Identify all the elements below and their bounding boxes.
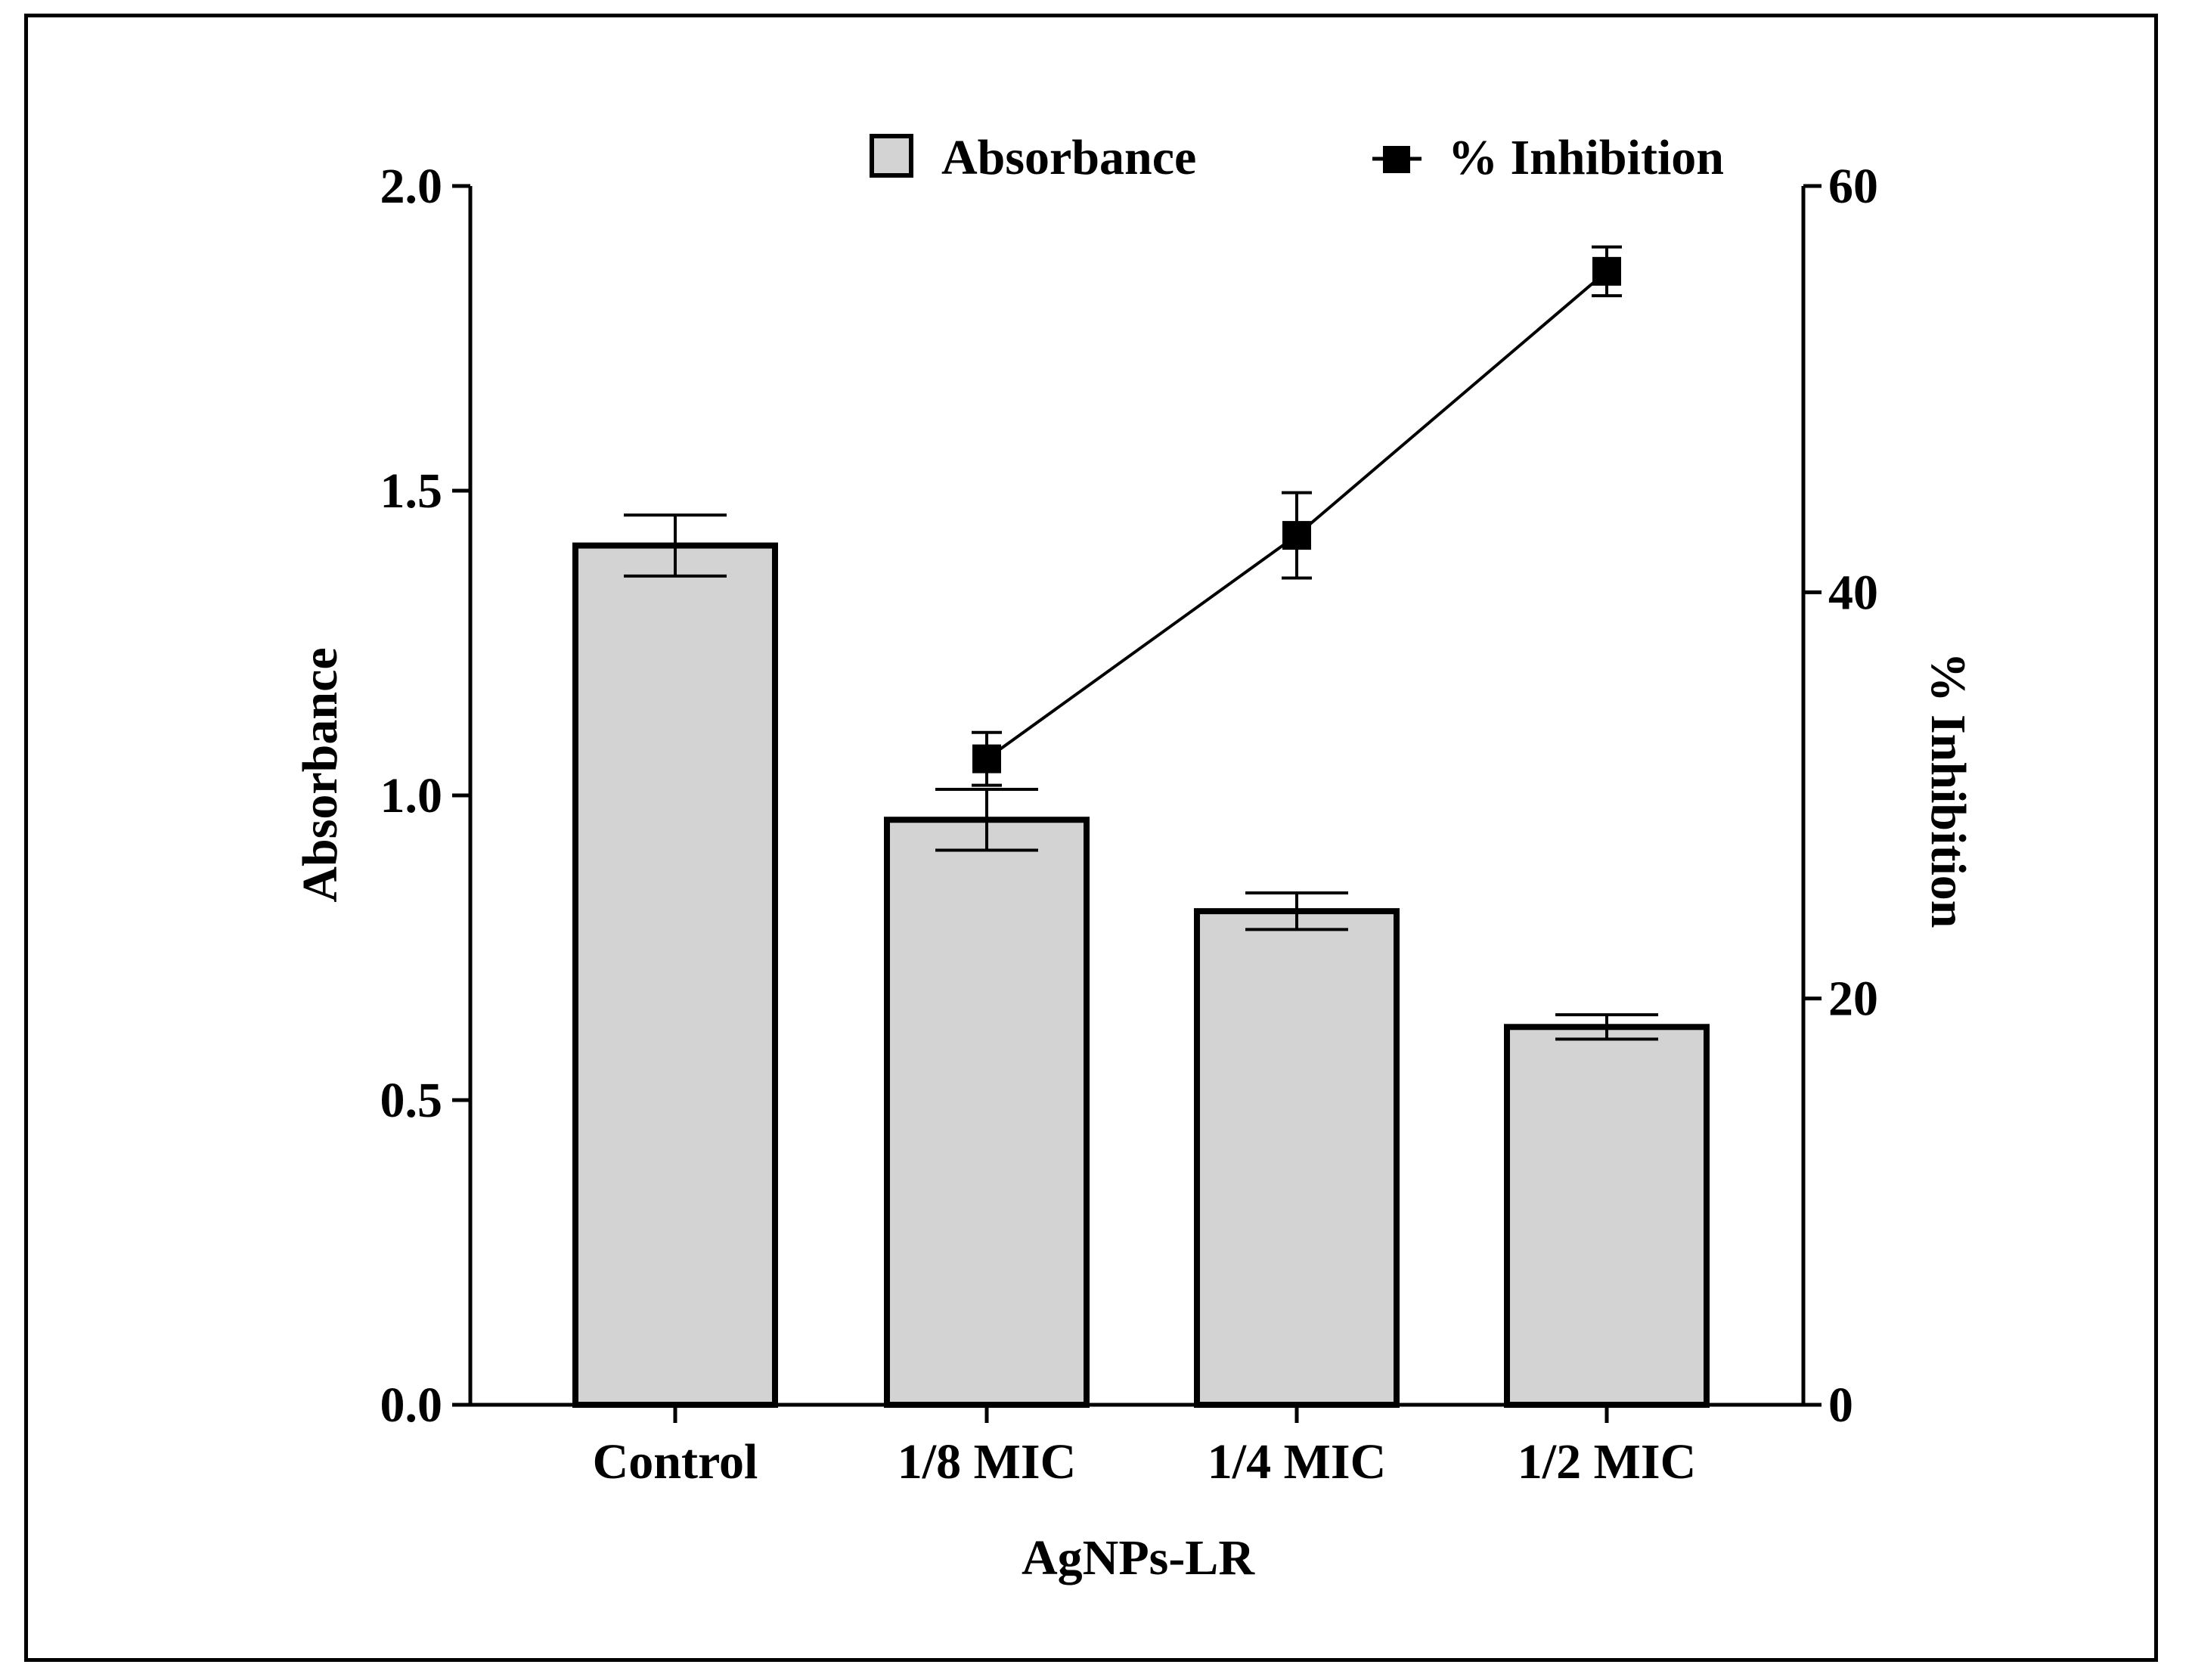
legend-inhibition-marker [1383, 146, 1410, 173]
y2-tick-label: 20 [1828, 972, 1878, 1027]
inhibition-point [1592, 256, 1621, 286]
x-tick-label: 1/2 MIC [1518, 1434, 1696, 1489]
inhibition-line-layer [972, 245, 1622, 787]
legend-absorbance-label: Absorbance [941, 130, 1196, 185]
x-axis-title: AgNPs-LR [1022, 1530, 1255, 1585]
bar-1-8-mic [884, 817, 1090, 1408]
y-tick-label: 0.5 [380, 1073, 443, 1128]
legend-inhibition-label: % Inhibition [1448, 130, 1724, 185]
y-tick-label: 1.5 [380, 463, 443, 519]
x-ticks: Control 1/8 MIC 1/4 MIC 1/2 MIC [593, 1405, 1696, 1489]
y-tick-label: 0.0 [380, 1378, 443, 1433]
right-ticks: 0 20 40 60 [1803, 159, 1878, 1433]
inhibition-point [1282, 521, 1311, 550]
y2-tick-label: 40 [1828, 565, 1878, 620]
x-tick-label: 1/8 MIC [898, 1434, 1076, 1489]
y-axis-title: Absorbance [293, 647, 348, 902]
y-tick-label: 1.0 [380, 768, 443, 823]
bars-layer [572, 513, 1710, 1409]
inhibition-point [972, 744, 1001, 773]
y-tick-label: 2.0 [380, 159, 443, 214]
left-ticks: 0.0 0.5 1.0 1.5 2.0 [380, 159, 470, 1433]
legend: Absorbance % Inhibition [870, 130, 1724, 185]
bar-control [572, 542, 778, 1408]
x-tick-label: Control [593, 1434, 758, 1489]
legend-absorbance-swatch [870, 134, 913, 178]
y2-tick-label: 60 [1828, 159, 1878, 214]
y2-axis-title: % Inhibition [1921, 652, 1976, 928]
x-tick-label: 1/4 MIC [1208, 1434, 1386, 1489]
bar-1-2-mic [1504, 1024, 1710, 1409]
y2-tick-label: 0 [1828, 1378, 1853, 1433]
bar-1-4-mic [1194, 908, 1400, 1408]
